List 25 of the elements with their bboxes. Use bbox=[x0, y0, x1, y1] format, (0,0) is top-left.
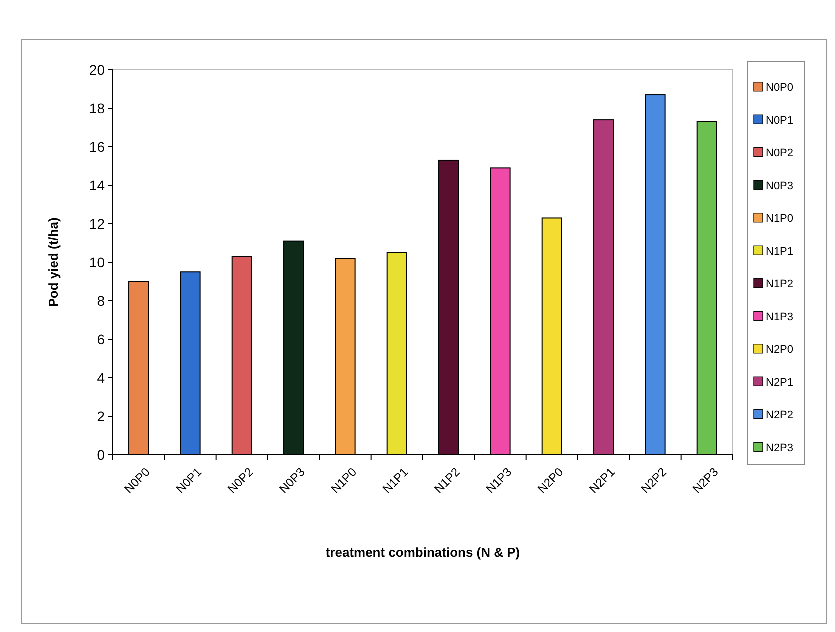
legend-label: N2P0 bbox=[766, 344, 794, 356]
y-tick-label: 4 bbox=[97, 370, 106, 386]
y-tick-label: 18 bbox=[89, 100, 106, 116]
y-tick-label: 8 bbox=[97, 292, 106, 309]
legend-label: N1P3 bbox=[766, 311, 794, 324]
legend-label: N0P0 bbox=[766, 82, 794, 94]
legend-label: N2P1 bbox=[766, 376, 794, 389]
y-tick-label: 14 bbox=[89, 177, 106, 194]
y-axis-title: Pod yied (t/ha) bbox=[46, 218, 61, 308]
legend-label: N1P2 bbox=[766, 278, 794, 291]
y-tick-label: 0 bbox=[97, 446, 106, 463]
legend-label: N1P1 bbox=[766, 246, 794, 258]
legend-label: N0P3 bbox=[766, 180, 794, 192]
y-tick-label: 16 bbox=[89, 138, 106, 155]
y-tick-label: 10 bbox=[89, 254, 106, 270]
legend-label: N0P1 bbox=[766, 114, 794, 127]
legend-label: N0P2 bbox=[766, 148, 794, 160]
legend-label: N2P3 bbox=[766, 442, 794, 454]
y-tick-label: 20 bbox=[89, 62, 106, 78]
legend-label: N1P0 bbox=[766, 213, 794, 226]
y-tick-label: 6 bbox=[97, 331, 106, 348]
y-tick-label: 2 bbox=[97, 408, 106, 424]
x-axis-title: treatment combinations (N & P) bbox=[326, 545, 520, 560]
y-tick-label: 12 bbox=[89, 216, 106, 232]
legend-label: N2P2 bbox=[766, 410, 794, 422]
